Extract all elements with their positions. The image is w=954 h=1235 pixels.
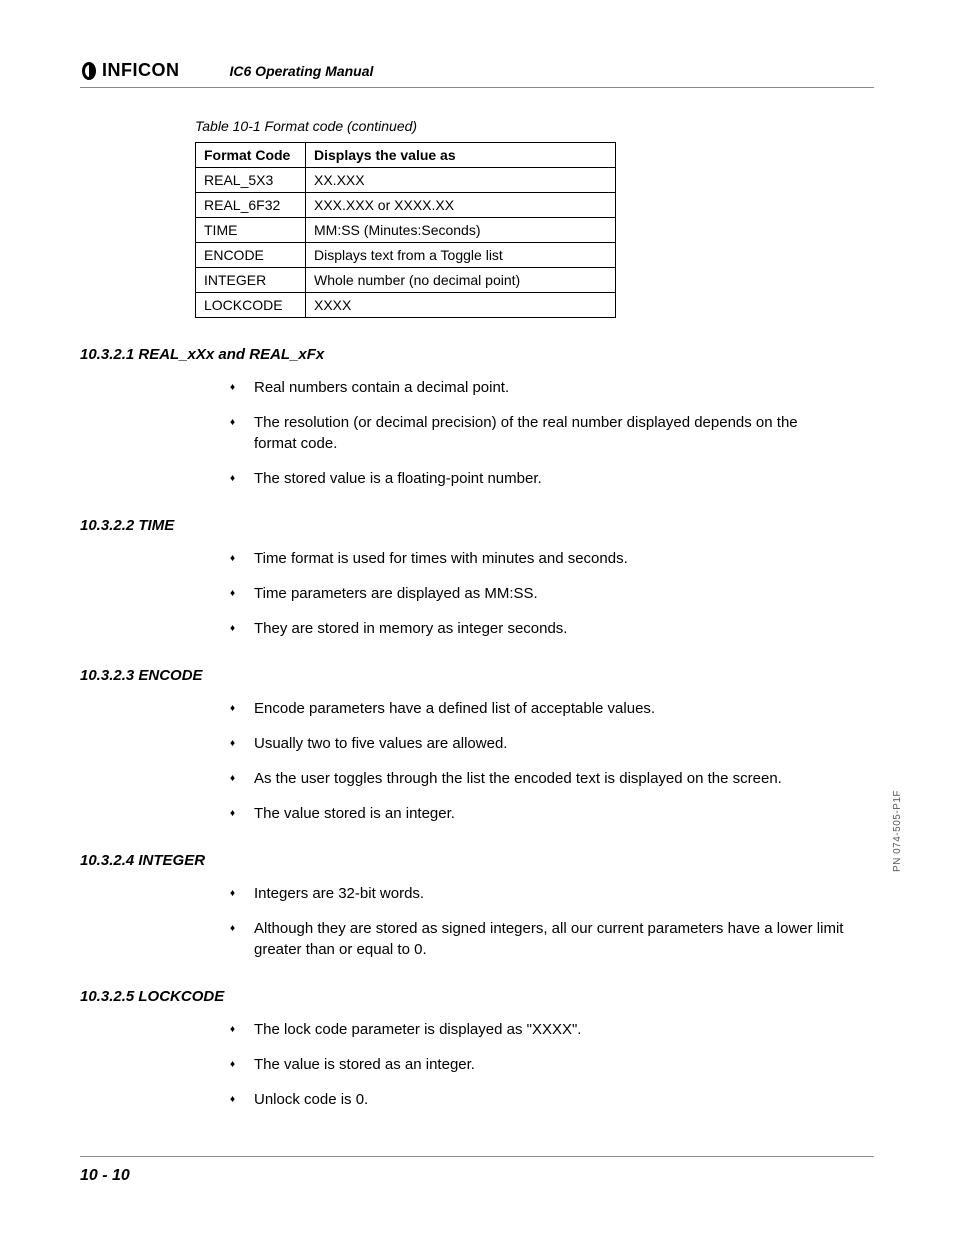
bullet-list-integer: Integers are 32-bit words. Although they… (230, 883, 874, 960)
logo-icon (80, 61, 98, 81)
table-cell-code: REAL_6F32 (196, 193, 306, 218)
page: INFICON IC6 Operating Manual Table 10-1 … (0, 0, 954, 1235)
bullet-list-encode: Encode parameters have a defined list of… (230, 698, 874, 824)
table-row: INTEGER Whole number (no decimal point) (196, 268, 616, 293)
section-heading-integer: 10.3.2.4 INTEGER (80, 852, 874, 869)
table-row: REAL_5X3 XX.XXX (196, 168, 616, 193)
bullet-list-time: Time format is used for times with minut… (230, 548, 874, 639)
format-code-table: Format Code Displays the value as REAL_5… (195, 142, 616, 318)
table-row: TIME MM:SS (Minutes:Seconds) (196, 218, 616, 243)
page-header: INFICON IC6 Operating Manual (80, 60, 874, 88)
section-heading-encode: 10.3.2.3 ENCODE (80, 667, 874, 684)
table-cell-desc: MM:SS (Minutes:Seconds) (306, 218, 616, 243)
manual-title: IC6 Operating Manual (230, 63, 374, 81)
list-item: They are stored in memory as integer sec… (230, 618, 844, 639)
list-item: As the user toggles through the list the… (230, 768, 844, 789)
list-item: Real numbers contain a decimal point. (230, 377, 844, 398)
table-cell-desc: XXXX (306, 293, 616, 318)
table-cell-desc: XXX.XXX or XXXX.XX (306, 193, 616, 218)
list-item: Time format is used for times with minut… (230, 548, 844, 569)
section-heading-lockcode: 10.3.2.5 LOCKCODE (80, 988, 874, 1005)
table-caption: Table 10-1 Format code (continued) (195, 118, 874, 134)
section-heading-real: 10.3.2.1 REAL_xXx and REAL_xFx (80, 346, 874, 363)
table-header-code: Format Code (196, 143, 306, 168)
table-cell-desc: XX.XXX (306, 168, 616, 193)
list-item: Usually two to five values are allowed. (230, 733, 844, 754)
list-item: The value stored is an integer. (230, 803, 844, 824)
page-number: 10 - 10 (80, 1167, 874, 1185)
table-cell-code: INTEGER (196, 268, 306, 293)
page-footer: 10 - 10 (80, 1156, 874, 1185)
table-header-row: Format Code Displays the value as (196, 143, 616, 168)
list-item: Unlock code is 0. (230, 1089, 844, 1110)
table-row: REAL_6F32 XXX.XXX or XXXX.XX (196, 193, 616, 218)
list-item: The lock code parameter is displayed as … (230, 1019, 844, 1040)
list-item: Time parameters are displayed as MM:SS. (230, 583, 844, 604)
table-cell-desc: Displays text from a Toggle list (306, 243, 616, 268)
table-cell-code: REAL_5X3 (196, 168, 306, 193)
brand-logo: INFICON (80, 60, 180, 81)
table-cell-code: ENCODE (196, 243, 306, 268)
table-row: ENCODE Displays text from a Toggle list (196, 243, 616, 268)
bullet-list-lockcode: The lock code parameter is displayed as … (230, 1019, 874, 1110)
table-header-desc: Displays the value as (306, 143, 616, 168)
section-heading-time: 10.3.2.2 TIME (80, 517, 874, 534)
list-item: Encode parameters have a defined list of… (230, 698, 844, 719)
bullet-list-real: Real numbers contain a decimal point. Th… (230, 377, 874, 489)
table-cell-desc: Whole number (no decimal point) (306, 268, 616, 293)
list-item: The resolution (or decimal precision) of… (230, 412, 844, 454)
list-item: The stored value is a floating-point num… (230, 468, 844, 489)
table-cell-code: TIME (196, 218, 306, 243)
list-item: Integers are 32-bit words. (230, 883, 844, 904)
part-number-label: PN 074-505-P1F (892, 790, 903, 872)
table-cell-code: LOCKCODE (196, 293, 306, 318)
list-item: Although they are stored as signed integ… (230, 918, 844, 960)
brand-name: INFICON (102, 60, 180, 81)
table-row: LOCKCODE XXXX (196, 293, 616, 318)
list-item: The value is stored as an integer. (230, 1054, 844, 1075)
